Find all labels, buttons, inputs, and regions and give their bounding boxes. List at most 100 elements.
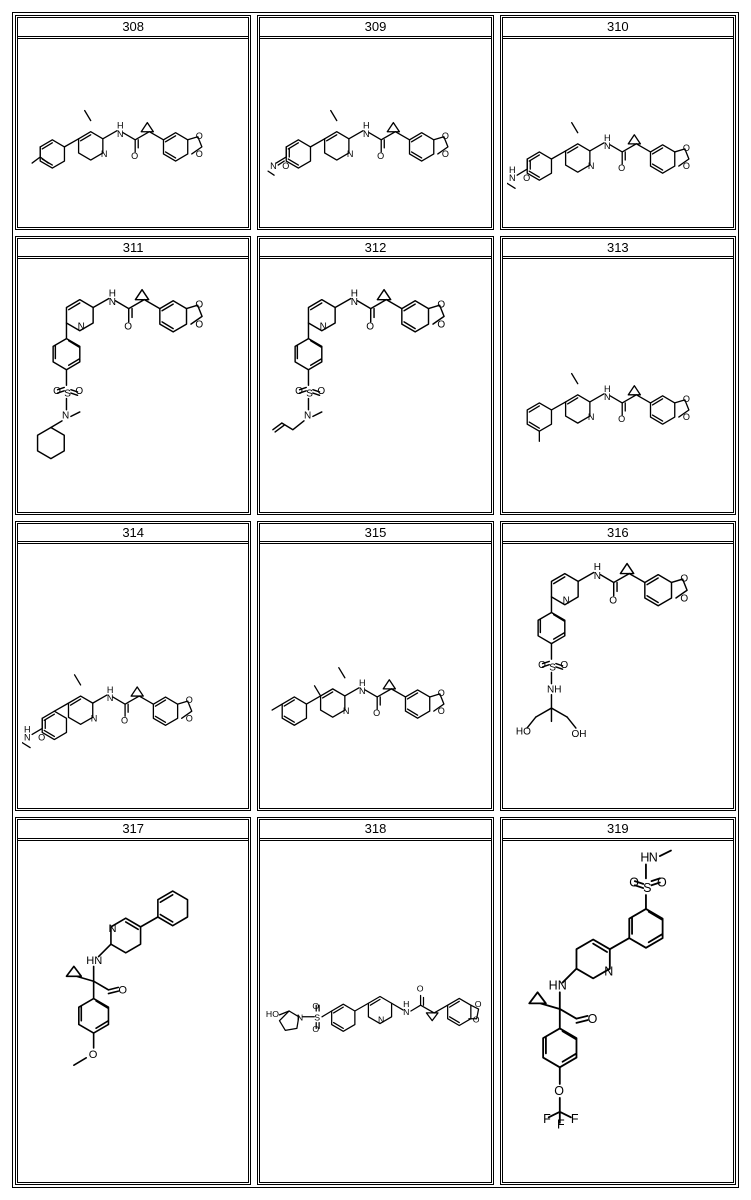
svg-text:HO: HO bbox=[516, 727, 531, 738]
svg-text:O: O bbox=[682, 143, 689, 153]
compound-cell: 318 HO N S O O N bbox=[257, 817, 493, 1185]
compound-id: 316 bbox=[503, 524, 733, 545]
svg-text:S: S bbox=[549, 663, 556, 674]
svg-text:S: S bbox=[315, 1013, 321, 1023]
compound-structure: N HN O OO bbox=[503, 259, 733, 512]
svg-text:N: N bbox=[320, 322, 327, 333]
svg-text:O: O bbox=[121, 716, 128, 726]
compound-structure: N HN O OO bbox=[260, 544, 490, 808]
svg-text:N: N bbox=[78, 322, 85, 333]
svg-text:N: N bbox=[404, 1007, 410, 1017]
svg-text:O: O bbox=[438, 320, 446, 331]
svg-text:N: N bbox=[109, 297, 116, 308]
svg-text:F: F bbox=[543, 1111, 551, 1125]
svg-text:O: O bbox=[89, 1049, 98, 1061]
svg-text:N: N bbox=[117, 129, 124, 139]
svg-text:O: O bbox=[367, 322, 375, 333]
compound-structure: N HN O OO O S O N bbox=[18, 259, 248, 512]
compound-cell: 315 N HN O OO bbox=[257, 521, 493, 811]
compound-cell: 313 N HN O OO bbox=[500, 236, 736, 515]
compound-id: 314 bbox=[18, 524, 248, 545]
svg-text:O: O bbox=[124, 322, 132, 333]
svg-text:HN: HN bbox=[548, 978, 566, 992]
compound-id: 309 bbox=[260, 18, 490, 39]
svg-text:N: N bbox=[107, 693, 114, 703]
svg-text:O: O bbox=[618, 414, 625, 424]
svg-text:O: O bbox=[682, 161, 689, 171]
svg-text:O: O bbox=[196, 131, 203, 141]
svg-text:O: O bbox=[680, 594, 688, 605]
svg-text:O: O bbox=[195, 300, 203, 311]
svg-text:N: N bbox=[562, 596, 569, 607]
compound-id: 319 bbox=[503, 820, 733, 841]
svg-text:O: O bbox=[442, 149, 449, 159]
compound-id: 317 bbox=[18, 820, 248, 841]
svg-text:N: N bbox=[604, 392, 611, 402]
svg-text:O: O bbox=[475, 999, 482, 1009]
svg-text:N: N bbox=[101, 149, 108, 159]
svg-text:O: O bbox=[378, 151, 385, 161]
svg-text:O: O bbox=[195, 320, 203, 331]
svg-text:O: O bbox=[438, 707, 445, 717]
svg-text:S: S bbox=[307, 389, 314, 400]
svg-text:N: N bbox=[297, 1013, 303, 1023]
compound-cell: 316 N HN O OO O S O bbox=[500, 521, 736, 811]
svg-text:N: N bbox=[347, 149, 354, 159]
svg-text:N: N bbox=[363, 129, 370, 139]
svg-text:O: O bbox=[118, 985, 127, 997]
compound-structure: HN O S O N HN O bbox=[503, 841, 733, 1182]
compound-grid: 308 N H N O bbox=[12, 12, 739, 1188]
compound-structure: N HN O OO O S O NH bbox=[503, 544, 733, 808]
svg-text:N: N bbox=[359, 686, 366, 696]
svg-text:N: N bbox=[62, 411, 69, 422]
svg-text:S: S bbox=[643, 881, 651, 895]
svg-text:N: N bbox=[351, 297, 358, 308]
compound-cell: 311 N HN O OO O bbox=[15, 236, 251, 515]
compound-id: 310 bbox=[503, 18, 733, 39]
svg-text:S: S bbox=[64, 389, 71, 400]
svg-text:N: N bbox=[604, 964, 613, 978]
svg-text:O: O bbox=[587, 1011, 597, 1025]
compound-cell: 312 N HN O OO O S O bbox=[257, 236, 493, 515]
svg-text:OH: OH bbox=[571, 729, 586, 740]
compound-id: 308 bbox=[18, 18, 248, 39]
compound-id: 311 bbox=[18, 239, 248, 260]
compound-cell: 319 HN O S O N HN bbox=[500, 817, 736, 1185]
svg-text:N: N bbox=[604, 141, 611, 151]
svg-text:N: N bbox=[91, 714, 98, 724]
svg-text:O: O bbox=[186, 695, 193, 705]
svg-text:O: O bbox=[609, 596, 617, 607]
svg-text:NH: NH bbox=[547, 685, 561, 696]
svg-text:HO: HO bbox=[266, 1009, 279, 1019]
compound-structure: N HN O O bbox=[18, 841, 248, 1182]
svg-text:HN: HN bbox=[86, 955, 102, 967]
svg-text:O: O bbox=[473, 1015, 480, 1025]
svg-text:O: O bbox=[554, 1084, 564, 1098]
compound-cell: 308 N H N O bbox=[15, 15, 251, 230]
svg-text:N: N bbox=[24, 733, 31, 743]
svg-text:O: O bbox=[186, 714, 193, 724]
svg-text:O: O bbox=[417, 984, 424, 994]
svg-text:O: O bbox=[682, 412, 689, 422]
svg-text:N: N bbox=[648, 850, 657, 864]
compound-structure: N O N HN O OO bbox=[260, 39, 490, 227]
svg-text:O: O bbox=[680, 574, 688, 585]
compound-structure: HN O N HN O OO bbox=[18, 544, 248, 808]
svg-text:O: O bbox=[196, 149, 203, 159]
svg-text:O: O bbox=[442, 131, 449, 141]
compound-cell: 310 HN O N HN O OO bbox=[500, 15, 736, 230]
svg-text:N: N bbox=[588, 412, 595, 422]
compound-structure: N H N O O O bbox=[18, 39, 248, 227]
svg-text:N: N bbox=[509, 173, 516, 183]
svg-text:N: N bbox=[108, 923, 116, 935]
svg-text:N: N bbox=[304, 411, 311, 422]
svg-text:N: N bbox=[378, 1015, 384, 1025]
compound-structure: HN O N HN O OO bbox=[503, 39, 733, 227]
compound-id: 312 bbox=[260, 239, 490, 260]
compound-cell: 317 N HN O O bbox=[15, 817, 251, 1185]
compound-id: 318 bbox=[260, 820, 490, 841]
compound-structure: HO N S O O N HN bbox=[260, 841, 490, 1182]
compound-id: 315 bbox=[260, 524, 490, 545]
compound-id: 313 bbox=[503, 239, 733, 260]
svg-text:O: O bbox=[438, 300, 446, 311]
